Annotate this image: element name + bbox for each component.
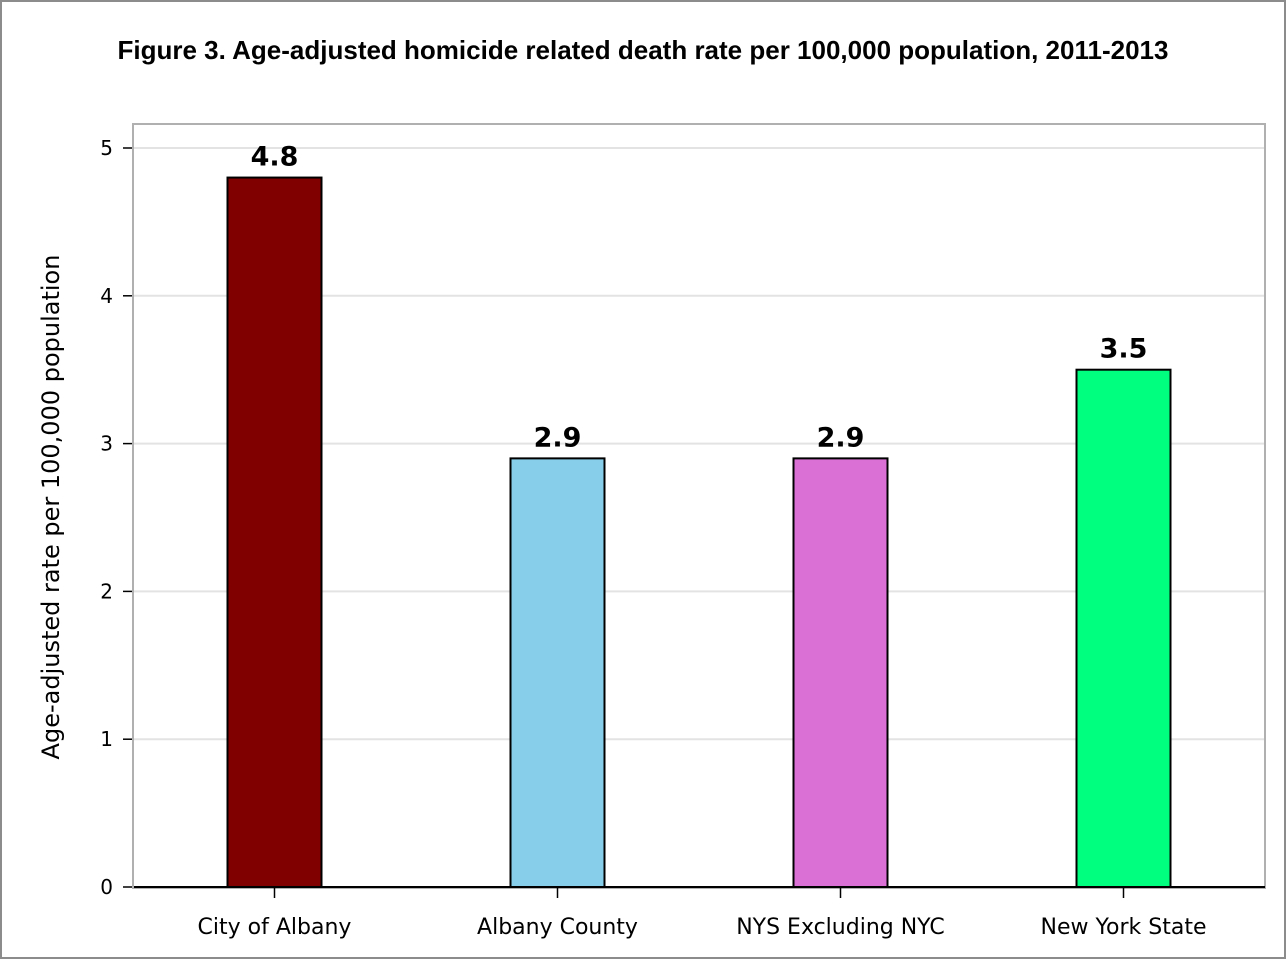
bar [509,457,606,888]
data-label: 4.8 [251,142,299,173]
y-axis-title: Age-adjusted rate per 100,000 population [37,255,65,760]
bar [1075,368,1172,888]
data-label: 2.9 [817,422,865,453]
data-label: 2.9 [534,422,582,453]
bar [792,457,889,888]
y-tick-label: 4 [100,284,113,308]
y-tick-label: 2 [100,579,113,603]
chart-title: Figure 3. Age-adjusted homicide related … [117,35,1169,65]
x-tick-label: NYS Excluding NYC [736,915,945,940]
y-tick-label: 1 [100,727,113,751]
bars: 4.8 2.9 2.9 3.5 [226,142,1172,888]
axes: 0 1 2 3 4 5 City of Albany Albany County NYS Exc… [100,124,1265,940]
x-tick-label: City of Albany [198,915,352,940]
data-label: 3.5 [1100,334,1148,365]
y-tick-label: 0 [100,875,113,899]
x-tick-label: Albany County [477,915,638,940]
x-tick-label: New York State [1041,915,1207,940]
y-tick-label: 5 [100,136,113,160]
bar [226,176,323,888]
y-tick-label: 3 [100,432,113,456]
